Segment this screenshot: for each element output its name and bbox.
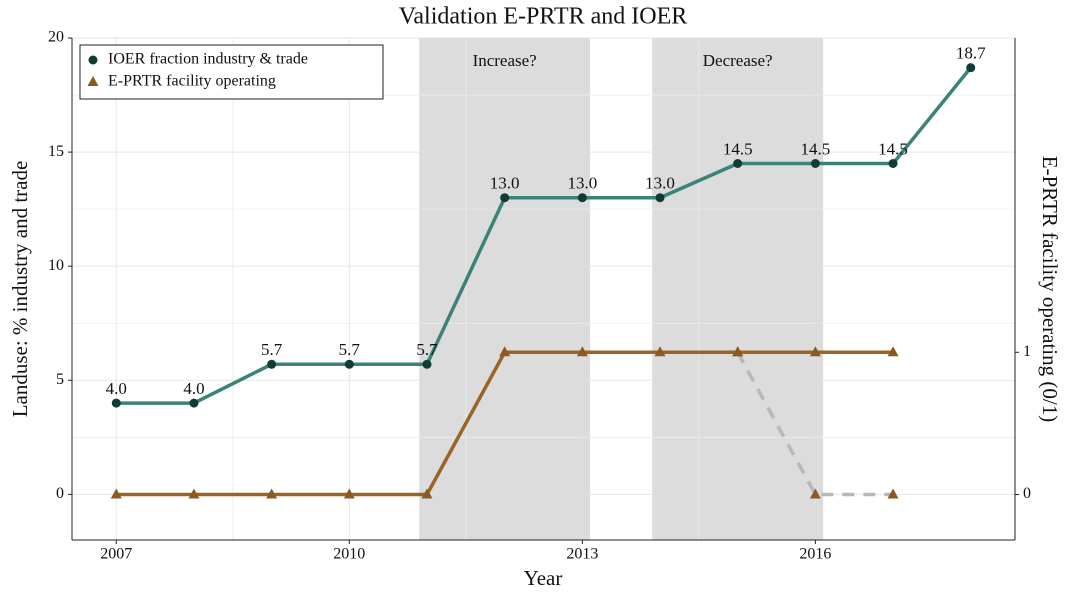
y-axis-label: Landuse: % industry and trade: [8, 161, 32, 418]
point: [499, 346, 511, 357]
point: [809, 488, 821, 499]
data-label: 18.7: [956, 44, 986, 63]
point: [111, 398, 121, 408]
data-label: 14.5: [878, 139, 908, 158]
data-label: 4.0: [106, 379, 127, 398]
point: [887, 346, 899, 357]
x-tick-label: 2007: [100, 546, 132, 563]
point: [966, 63, 976, 73]
y-tick-label: 5: [56, 371, 64, 388]
data-label: 13.0: [490, 174, 520, 193]
y-tick-label: 20: [48, 29, 64, 46]
chart-title: Validation E-PRTR and IOER: [399, 4, 688, 30]
data-label: 5.7: [339, 340, 361, 359]
point: [189, 398, 199, 408]
y-tick-label: 15: [48, 143, 64, 160]
legend-box: [79, 44, 384, 100]
y-tick-label: 10: [48, 257, 64, 274]
point: [110, 488, 122, 499]
y2-tick-label: 1: [1023, 343, 1031, 360]
data-label: 13.0: [567, 174, 597, 193]
series-line: [736, 351, 894, 497]
region-label: Decrease?: [703, 51, 773, 70]
point: [887, 488, 899, 499]
point: [888, 159, 898, 168]
series-line: [116, 66, 973, 405]
y2-tick-label: 0: [1023, 485, 1031, 502]
x-tick-label: 2013: [566, 546, 598, 563]
point: [188, 488, 200, 499]
point: [577, 193, 587, 203]
legend-marker: [87, 76, 99, 86]
data-label: 5.7: [416, 340, 438, 359]
point: [810, 159, 820, 168]
data-label: 14.5: [800, 139, 830, 158]
point: [344, 359, 354, 369]
point: [655, 193, 665, 203]
point: [809, 346, 821, 357]
x-axis-label: Year: [524, 566, 563, 590]
region-label: Increase?: [473, 51, 537, 70]
legend-label: E-PRTR facility operating: [108, 73, 276, 90]
x-tick-label: 2010: [333, 546, 365, 563]
point: [267, 359, 277, 369]
point: [576, 346, 588, 357]
point: [654, 346, 666, 357]
point: [343, 488, 355, 499]
point: [733, 159, 743, 168]
legend-marker: [88, 55, 98, 65]
x-tick-label: 2016: [799, 546, 831, 563]
shaded-region: [652, 38, 824, 540]
point: [421, 488, 433, 499]
point: [422, 359, 432, 369]
legend-label: IOER fraction industry & trade: [108, 51, 308, 68]
data-label: 5.7: [261, 340, 283, 359]
data-label: 14.5: [723, 139, 753, 158]
point: [500, 193, 510, 203]
data-label: 4.0: [183, 379, 204, 398]
y-tick-label: 0: [56, 485, 64, 502]
y2-axis-label: E-PRTR facility operating (0/1): [1038, 156, 1062, 422]
point: [732, 346, 744, 357]
point: [266, 488, 278, 499]
data-label: 13.0: [645, 174, 675, 193]
